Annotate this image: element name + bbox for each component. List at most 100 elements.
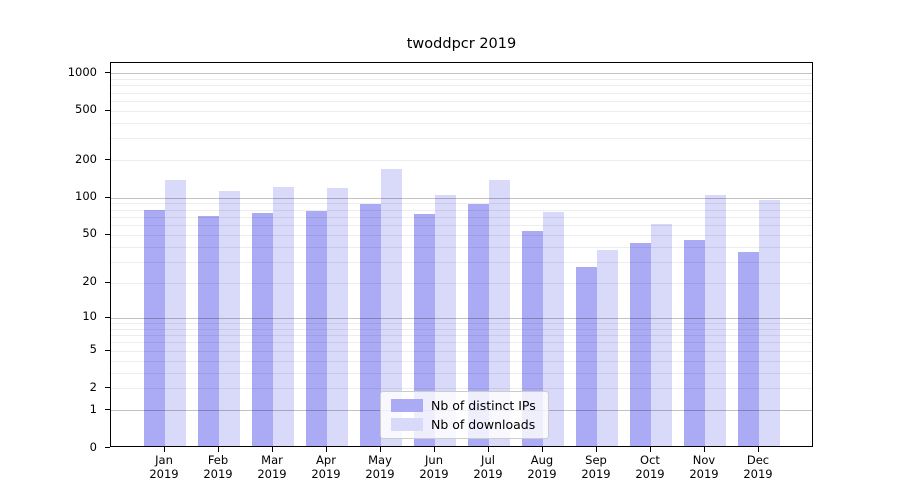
bar-distinct-ips (684, 239, 706, 446)
bar-downloads (759, 200, 781, 446)
bar-downloads (435, 194, 457, 446)
legend-item: Nb of distinct IPs (391, 398, 536, 413)
bar-distinct-ips (252, 212, 274, 446)
legend-swatch (391, 399, 423, 412)
bar-distinct-ips (144, 209, 166, 446)
y-tick-label: 0 (89, 440, 97, 454)
bar-downloads (381, 168, 403, 446)
x-tick-mark (164, 447, 165, 452)
legend-item: Nb of downloads (391, 417, 536, 432)
x-tick-label: May 2019 (365, 453, 395, 481)
minor-gridline (111, 388, 812, 389)
minor-gridline (111, 329, 812, 330)
minor-gridline (111, 85, 812, 86)
x-tick-label: Jan 2019 (149, 453, 179, 481)
x-tick-label: Jun 2019 (419, 453, 449, 481)
y-tick-mark (105, 159, 110, 160)
x-tick-label: Apr 2019 (311, 453, 341, 481)
minor-gridline (111, 210, 812, 211)
minor-gridline (111, 93, 812, 94)
y-tick-label: 2 (89, 380, 97, 394)
minor-gridline (111, 361, 812, 362)
bar-distinct-ips (360, 203, 382, 446)
y-tick-mark (105, 197, 110, 198)
legend: Nb of distinct IPs Nb of downloads (380, 391, 549, 439)
y-tick-mark (105, 282, 110, 283)
bar-distinct-ips (630, 243, 652, 446)
y-tick-label: 100 (75, 189, 97, 203)
minor-gridline (111, 101, 812, 102)
x-tick-mark (326, 447, 327, 452)
minor-gridline (111, 111, 812, 112)
bar-downloads (327, 188, 349, 446)
minor-gridline (111, 203, 812, 204)
x-tick-label: Sep 2019 (581, 453, 611, 481)
minor-gridline (111, 79, 812, 80)
minor-gridline (111, 138, 812, 139)
y-tick-label: 5 (89, 342, 97, 356)
x-tick-label: Dec 2019 (743, 453, 773, 481)
y-tick-label: 50 (82, 226, 97, 240)
x-tick-label: Aug 2019 (527, 453, 557, 481)
plot-area (110, 62, 813, 447)
bar-downloads (597, 250, 619, 446)
y-tick-label: 500 (75, 102, 97, 116)
minor-gridline (111, 123, 812, 124)
x-tick-mark (542, 447, 543, 452)
y-tick-mark (105, 110, 110, 111)
y-tick-label: 20 (82, 274, 97, 288)
minor-gridline (111, 283, 812, 284)
legend-swatch (391, 418, 423, 431)
bar-distinct-ips (198, 215, 220, 446)
minor-gridline (111, 342, 812, 343)
bar-distinct-ips (306, 211, 328, 446)
y-tick-mark (105, 409, 110, 410)
minor-gridline (111, 262, 812, 263)
bar-downloads (543, 211, 565, 446)
major-gridline (111, 198, 812, 199)
bar-downloads (651, 223, 673, 446)
minor-gridline (111, 247, 812, 248)
x-tick-mark (758, 447, 759, 452)
chart-title: twoddpcr 2019 (406, 36, 517, 52)
x-tick-label: Jul 2019 (473, 453, 503, 481)
x-tick-mark (596, 447, 597, 452)
minor-gridline (111, 373, 812, 374)
minor-gridline (111, 335, 812, 336)
x-tick-label: Mar 2019 (257, 453, 287, 481)
bar-downloads (489, 179, 511, 446)
major-gridline (111, 318, 812, 319)
bar-distinct-ips (414, 214, 436, 446)
y-tick-label: 1 (89, 402, 97, 416)
y-tick-mark (105, 72, 110, 73)
x-tick-label: Oct 2019 (635, 453, 665, 481)
x-tick-mark (434, 447, 435, 452)
y-tick-mark (105, 350, 110, 351)
x-tick-label: Nov 2019 (689, 453, 719, 481)
x-tick-mark (272, 447, 273, 452)
bar-distinct-ips (468, 203, 490, 446)
minor-gridline (111, 217, 812, 218)
legend-item-label: Nb of downloads (431, 417, 536, 432)
x-tick-mark (650, 447, 651, 452)
bar-distinct-ips (738, 251, 760, 446)
y-tick-mark (105, 387, 110, 388)
x-tick-mark (380, 447, 381, 452)
x-tick-mark (704, 447, 705, 452)
bar-downloads (705, 195, 727, 446)
legend-item-label: Nb of distinct IPs (431, 398, 536, 413)
minor-gridline (111, 323, 812, 324)
y-tick-mark (105, 234, 110, 235)
y-tick-label: 1000 (67, 65, 97, 79)
bar-distinct-ips (576, 267, 598, 446)
bar-downloads (273, 187, 295, 446)
major-gridline (111, 73, 812, 74)
x-tick-mark (218, 447, 219, 452)
minor-gridline (111, 235, 812, 236)
minor-gridline (111, 160, 812, 161)
bar-downloads (165, 179, 187, 446)
bar-downloads (219, 190, 241, 446)
minor-gridline (111, 351, 812, 352)
y-tick-mark (105, 317, 110, 318)
